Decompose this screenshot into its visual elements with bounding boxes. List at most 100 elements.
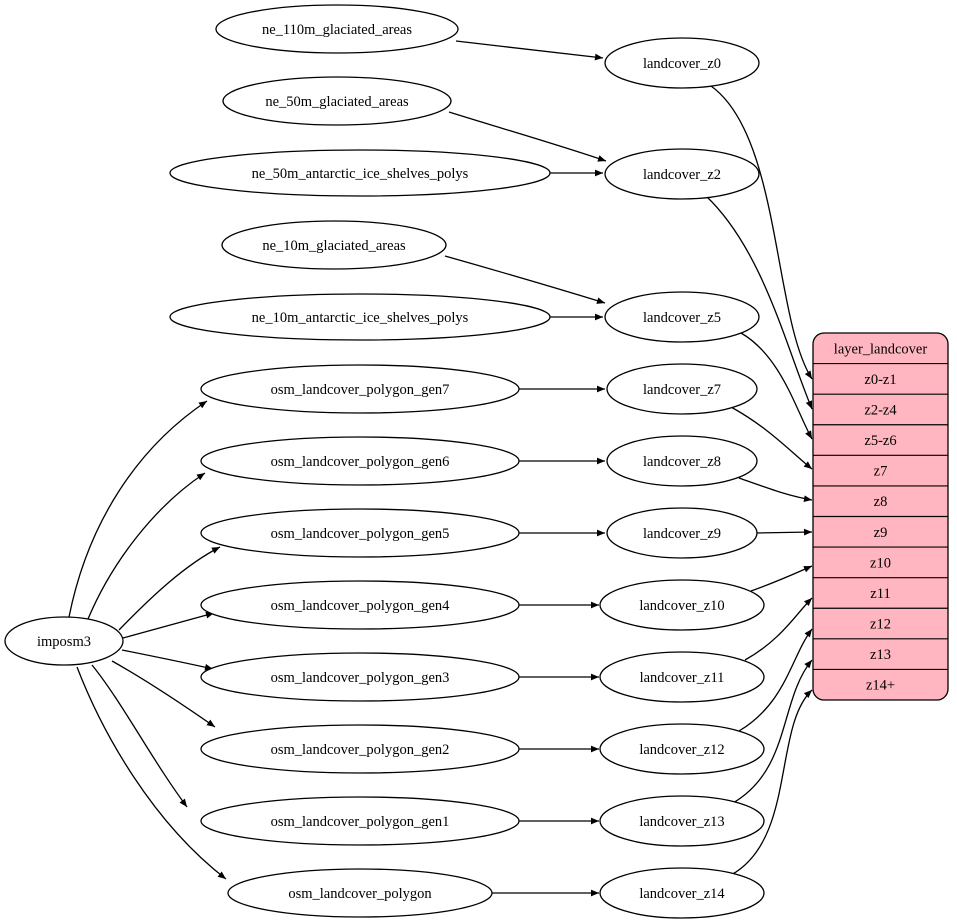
node-ellipse-ne_10m_glaciated_areas [221,220,447,270]
node-label-landcover_z10: landcover_z10 [639,598,724,614]
node-landcover_z7: landcover_z7 [606,363,758,415]
node-label-landcover_z8: landcover_z8 [643,454,721,470]
node-osm_landcover_polygon_gen6: osm_landcover_polygon_gen6 [200,436,520,486]
edge-landcover_z14-to-layer_landcover:z14+ [730,689,813,876]
node-landcover_z0: landcover_z0 [604,37,760,89]
edge-imposm3-to-osm_landcover_polygon [76,666,227,880]
node-osm_landcover_polygon_gen7: osm_landcover_polygon_gen7 [200,364,520,414]
node-osm_landcover_polygon_gen2: osm_landcover_polygon_gen2 [200,724,520,774]
node-label-osm_landcover_polygon_gen1: osm_landcover_polygon_gen1 [271,814,450,830]
edge-landcover_z7-to-layer_landcover:z7 [730,406,813,470]
node-landcover_z2: landcover_z2 [604,148,760,200]
record-row-z13: z13 [870,647,891,663]
node-label-landcover_z5: landcover_z5 [643,310,721,326]
node-label-osm_landcover_polygon_gen5: osm_landcover_polygon_gen5 [271,526,450,542]
edge-imposm3-to-osm_landcover_polygon_gen5 [118,546,221,631]
edge-landcover_z8-to-layer_landcover:z8 [738,477,813,502]
node-ellipse-landcover_z14 [599,867,765,919]
record-node-layer_landcover: layer_landcover z0-z1 z2-z4 z5-z6 z7 z8 z9 z10 z… [812,332,949,701]
node-label-ne_10m_antarctic_ice_shelves_polys: ne_10m_antarctic_ice_shelves_polys [252,310,469,326]
node-ellipse-osm_landcover_polygon [227,868,493,918]
record-row-z5-z6: z5-z6 [864,433,896,449]
node-label-osm_landcover_polygon: osm_landcover_polygon [288,886,432,902]
record-row-z2-z4: z2-z4 [864,402,897,418]
node-label-landcover_z9: landcover_z9 [643,526,721,542]
node-label-ne_50m_antarctic_ice_shelves_polys: ne_50m_antarctic_ice_shelves_polys [252,166,469,182]
edge-landcover_z2-to-layer_landcover:z2-z4 [705,195,813,410]
node-label-ne_110m_glaciated_areas: ne_110m_glaciated_areas [262,22,412,38]
node-osm_landcover_polygon_gen4: osm_landcover_polygon_gen4 [200,580,520,630]
node-label-landcover_z0: landcover_z0 [643,56,721,72]
node-ellipse-osm_landcover_polygon_gen5 [200,508,520,558]
node-label-landcover_z14: landcover_z14 [639,886,725,902]
record-title: layer_landcover [834,341,928,357]
record-row-z10: z10 [870,555,891,571]
node-ellipse-ne_110m_glaciated_areas [215,4,459,54]
record-row-z14+: z14+ [866,678,895,694]
node-landcover_z11: landcover_z11 [599,651,765,703]
node-osm_landcover_polygon_gen1: osm_landcover_polygon_gen1 [200,796,520,846]
node-ellipse-osm_landcover_polygon_gen7 [200,364,520,414]
edge-imposm3-to-osm_landcover_polygon_gen7 [68,400,208,618]
node-ellipse-osm_landcover_polygon_gen3 [200,652,520,702]
edge-landcover_z0-to-layer_landcover:z0-z1 [710,85,813,380]
node-landcover_z13: landcover_z13 [599,795,765,847]
node-label-landcover_z2: landcover_z2 [643,167,721,183]
node-ne_10m_glaciated_areas: ne_10m_glaciated_areas [221,220,447,270]
edge-imposm3-to-osm_landcover_polygon_gen4 [122,611,215,639]
node-label-osm_landcover_polygon_gen6: osm_landcover_polygon_gen6 [271,454,450,470]
node-ellipse-osm_landcover_polygon_gen6 [200,436,520,486]
node-ellipse-osm_landcover_polygon_gen4 [200,580,520,630]
node-ellipse-landcover_z11 [599,651,765,703]
record-row-z11: z11 [870,586,890,602]
nodes-layer: imposm3 ne_110m_glaciated_areas ne_50m_gla… [4,4,765,919]
node-ellipse-landcover_z10 [599,579,765,631]
edge-imposm3-to-osm_landcover_polygon_gen6 [87,472,206,620]
node-ellipse-landcover_z0 [604,37,760,89]
node-landcover_z5: landcover_z5 [604,291,760,343]
node-ellipse-landcover_z2 [604,148,760,200]
edge-ne_10m_glaciated_areas-to-landcover_z5 [444,255,606,304]
record-row-z8: z8 [874,494,888,510]
node-label-ne_50m_glaciated_areas: ne_50m_glaciated_areas [265,94,409,110]
edge-landcover_z11-to-layer_landcover:z11 [744,597,813,661]
node-ne_10m_antarctic_ice_shelves_polys: ne_10m_antarctic_ice_shelves_polys [169,293,551,341]
node-ellipse-landcover_z5 [604,291,760,343]
node-label-osm_landcover_polygon_gen3: osm_landcover_polygon_gen3 [271,670,450,686]
record-layer: layer_landcover z0-z1 z2-z4 z5-z6 z7 z8 z9 z10 z… [812,332,949,701]
edge-landcover_z10-to-layer_landcover:z10 [750,565,813,592]
node-label-osm_landcover_polygon_gen4: osm_landcover_polygon_gen4 [271,598,451,614]
edge-landcover_z9-to-layer_landcover:z9 [756,528,813,536]
node-label-osm_landcover_polygon_gen7: osm_landcover_polygon_gen7 [271,382,450,398]
record-row-z0-z1: z0-z1 [864,372,896,388]
node-ellipse-landcover_z8 [606,435,758,487]
edge-imposm3-to-osm_landcover_polygon_gen1 [91,664,188,808]
node-ellipse-ne_10m_antarctic_ice_shelves_polys [169,293,551,341]
record-row-z9: z9 [874,525,888,541]
edge-imposm3-to-osm_landcover_polygon_gen2 [111,660,216,728]
edge-ne_110m_glaciated_areas-to-landcover_z0 [455,40,604,61]
node-ne_110m_glaciated_areas: ne_110m_glaciated_areas [215,4,459,54]
node-ne_50m_glaciated_areas: ne_50m_glaciated_areas [222,76,452,126]
node-label-landcover_z11: landcover_z11 [640,670,725,686]
node-osm_landcover_polygon: osm_landcover_polygon [227,868,493,918]
node-ne_50m_antarctic_ice_shelves_polys: ne_50m_antarctic_ice_shelves_polys [169,149,551,197]
node-landcover_z10: landcover_z10 [599,579,765,631]
edge-landcover_z5-to-layer_landcover:z5-z6 [740,332,813,440]
node-label-landcover_z7: landcover_z7 [643,382,721,398]
node-ellipse-landcover_z12 [599,723,765,775]
edge-ne_50m_glaciated_areas-to-landcover_z2 [448,111,607,162]
node-landcover_z12: landcover_z12 [599,723,765,775]
node-label-ne_10m_glaciated_areas: ne_10m_glaciated_areas [262,238,406,254]
node-ellipse-landcover_z9 [606,507,758,559]
node-ellipse-landcover_z7 [606,363,758,415]
node-ellipse-osm_landcover_polygon_gen1 [200,796,520,846]
edge-landcover_z12-to-layer_landcover:z12 [738,628,813,732]
node-osm_landcover_polygon_gen5: osm_landcover_polygon_gen5 [200,508,520,558]
edge-imposm3-to-osm_landcover_polygon_gen3 [121,649,214,671]
node-osm_landcover_polygon_gen3: osm_landcover_polygon_gen3 [200,652,520,702]
node-imposm3: imposm3 [4,616,124,666]
node-landcover_z14: landcover_z14 [599,867,765,919]
